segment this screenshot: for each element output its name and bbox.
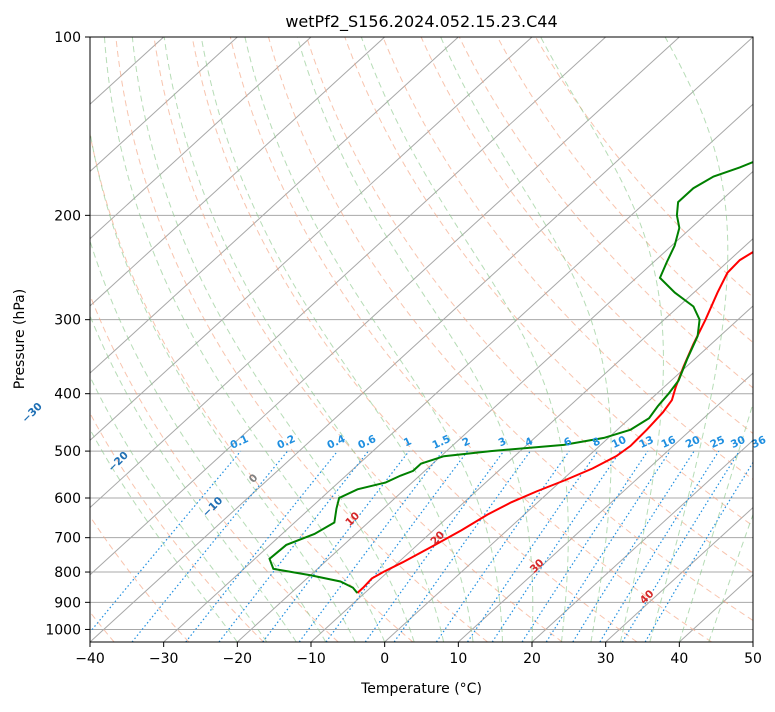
y-tick-label: 700 xyxy=(54,531,81,547)
x-tick-label: −10 xyxy=(296,651,326,667)
y-tick-label: 1000 xyxy=(45,622,81,638)
x-tick-label: 0 xyxy=(380,651,389,667)
isotherm-line xyxy=(753,37,775,642)
x-tick-label: 10 xyxy=(449,651,467,667)
x-tick-label: 20 xyxy=(523,651,541,667)
dry-adiabat-label: −30 xyxy=(20,400,45,425)
y-tick-label: 400 xyxy=(54,387,81,403)
x-tick-label: −20 xyxy=(223,651,253,667)
y-tick-label: 500 xyxy=(54,444,81,460)
x-tick-label: 30 xyxy=(597,651,615,667)
y-tick-label: 800 xyxy=(54,565,81,581)
x-axis-label: Temperature (°C) xyxy=(360,681,482,697)
y-tick-label: 300 xyxy=(54,313,81,329)
y-tick-label: 600 xyxy=(54,491,81,507)
chart-title: wetPf2_S156.2024.052.15.23.C44 xyxy=(285,12,557,32)
y-tick-label: 900 xyxy=(54,595,81,611)
y-tick-label: 100 xyxy=(54,30,81,46)
y-tick-label: 200 xyxy=(54,208,81,224)
x-tick-label: 40 xyxy=(670,651,688,667)
x-tick-label: −40 xyxy=(75,651,105,667)
x-tick-label: 50 xyxy=(744,651,762,667)
y-axis-label: Pressure (hPa) xyxy=(12,289,28,389)
x-tick-label: −30 xyxy=(149,651,179,667)
